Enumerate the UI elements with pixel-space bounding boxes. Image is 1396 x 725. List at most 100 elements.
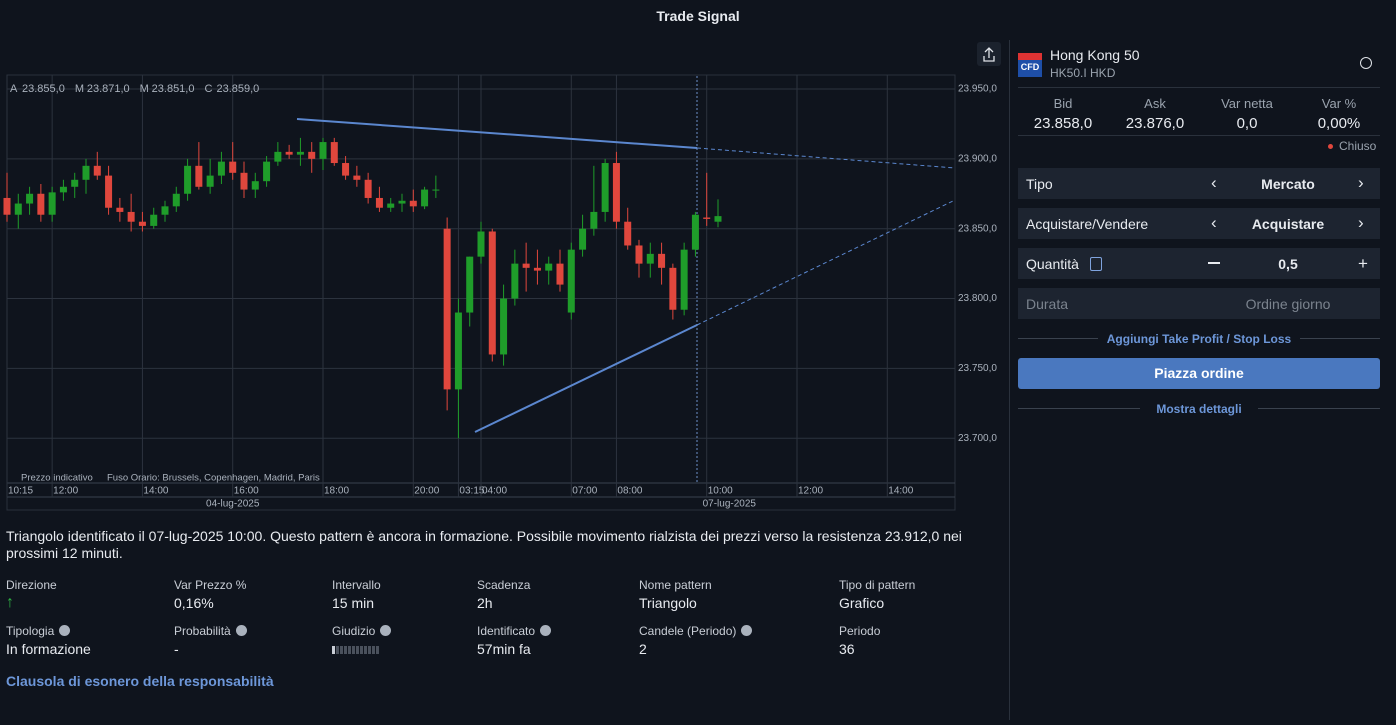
candle-body (409, 200, 417, 207)
details-link[interactable]: Mostra dettagli (1156, 402, 1242, 416)
ohlc-value: 23.871,0 (87, 83, 130, 95)
x-tick-label: 16:00 (234, 486, 259, 497)
candle-body (3, 197, 11, 215)
form-value: Acquistare (1251, 216, 1325, 232)
trend-line (474, 324, 698, 433)
help-icon[interactable] (380, 625, 392, 636)
calc-icon (1090, 257, 1102, 271)
x-tick-label: 07:00 (572, 486, 597, 497)
help-icon[interactable] (741, 625, 753, 636)
candle-body (206, 175, 214, 187)
candle-body (296, 151, 304, 155)
candle-body (59, 186, 67, 193)
candle-body (37, 193, 45, 215)
y-tick-label: 23.800,0 (958, 293, 997, 304)
candle-body (195, 165, 203, 187)
meter-segment (332, 646, 335, 654)
instrument-badge: CFD (1018, 53, 1042, 77)
candle-body (251, 181, 259, 190)
form-row[interactable]: Acquistare/Vendere Acquistare ‹ › (1018, 208, 1380, 239)
candle-body (432, 189, 440, 191)
detail-label: Periodo (839, 624, 881, 638)
candle-body (184, 165, 192, 194)
detail-value: 0,16% (174, 595, 214, 611)
next-button[interactable]: › (1358, 213, 1364, 232)
title-bar: Trade Signal (0, 0, 1396, 30)
separator (1018, 87, 1380, 88)
description: Triangolo identificato il 07-lug-2025 10… (6, 528, 962, 561)
instrument-name: Hong Kong 50 (1050, 47, 1140, 63)
detail-label: Giudizio (332, 624, 392, 638)
help-icon[interactable] (235, 625, 247, 636)
ohlc-key: M (140, 83, 149, 95)
candle-body (590, 211, 598, 229)
divider (1009, 40, 1010, 720)
candle-body (229, 161, 237, 173)
help-icon[interactable] (59, 625, 71, 636)
candle-body (533, 267, 541, 271)
info-icon[interactable] (1360, 57, 1372, 69)
detail-value: Grafico (839, 595, 885, 611)
signal-info: Triangolo identificato il 07-lug-2025 10… (0, 515, 1005, 715)
place-order-button[interactable]: Piazza ordine (1018, 358, 1380, 389)
minus-button[interactable] (1208, 262, 1220, 264)
tp-sl-link[interactable]: Aggiungi Take Profit / Stop Loss (1106, 332, 1292, 346)
x-tick-label: 04:00 (482, 486, 507, 497)
plus-button[interactable]: + (1358, 254, 1368, 273)
next-button[interactable]: › (1358, 173, 1364, 192)
ohlc-value: 23.859,0 (216, 83, 259, 95)
quote-value: 23.858,0 (1033, 115, 1093, 132)
prev-button[interactable]: ‹ (1211, 213, 1217, 232)
candle-body (263, 161, 271, 182)
instrument-code: HK50.I HKD (1050, 66, 1116, 80)
meter-segment (348, 646, 351, 654)
prev-button[interactable]: ‹ (1211, 173, 1217, 192)
candle-body (612, 163, 620, 222)
y-tick-label: 23.750,0 (958, 363, 997, 374)
footnote: Prezzo indicativo (21, 473, 93, 484)
candle-body (398, 200, 406, 204)
meter-segment (368, 646, 371, 654)
separator (1258, 408, 1380, 409)
meter-segment (336, 646, 339, 654)
candle-body (285, 151, 293, 155)
candle-body (127, 211, 135, 222)
candle-body (48, 192, 56, 215)
candle-body (172, 193, 180, 207)
candle-body (635, 245, 643, 264)
form-row[interactable]: Quantità 0,5 + (1018, 248, 1380, 279)
quote-label: Ask (1144, 96, 1166, 111)
trend-line (696, 147, 956, 169)
quote-label: Var % (1321, 96, 1357, 111)
x-tick-label: 20:00 (414, 486, 439, 497)
separator (1018, 408, 1140, 409)
x-tick-label: 10:00 (708, 486, 733, 497)
x-tick-label: 08:00 (617, 486, 642, 497)
candle-body (511, 263, 519, 299)
meter-segment (344, 646, 347, 654)
detail-label: Scadenza (477, 578, 531, 592)
form-row[interactable]: Durata Ordine giorno (1018, 288, 1380, 319)
ohlc-value: 23.855,0 (22, 83, 65, 95)
form-row[interactable]: Tipo Mercato ‹ › (1018, 168, 1380, 199)
date-label: 07-lug-2025 (703, 499, 757, 510)
form-label: Tipo (1026, 176, 1053, 192)
ohlc-value: 23.851,0 (152, 83, 195, 95)
meter-segment (372, 646, 375, 654)
detail-label: Tipologia (6, 624, 71, 638)
meter-segment (352, 646, 355, 654)
separator (1300, 338, 1380, 339)
disclaimer-link[interactable]: Clausola di esonero della responsabilità (6, 673, 274, 689)
candle-body (161, 206, 169, 215)
x-tick-label: 12:00 (798, 486, 823, 497)
help-icon[interactable] (540, 625, 552, 636)
form-value: 0,5 (1278, 256, 1298, 272)
meter-segment (364, 646, 367, 654)
candle-body (680, 249, 688, 310)
candle-body (217, 161, 225, 176)
y-tick-label: 23.700,0 (958, 433, 997, 444)
trend-line (296, 118, 698, 149)
quote-label: Bid (1053, 96, 1073, 111)
candle-body (387, 203, 395, 208)
candle-body (116, 207, 124, 212)
